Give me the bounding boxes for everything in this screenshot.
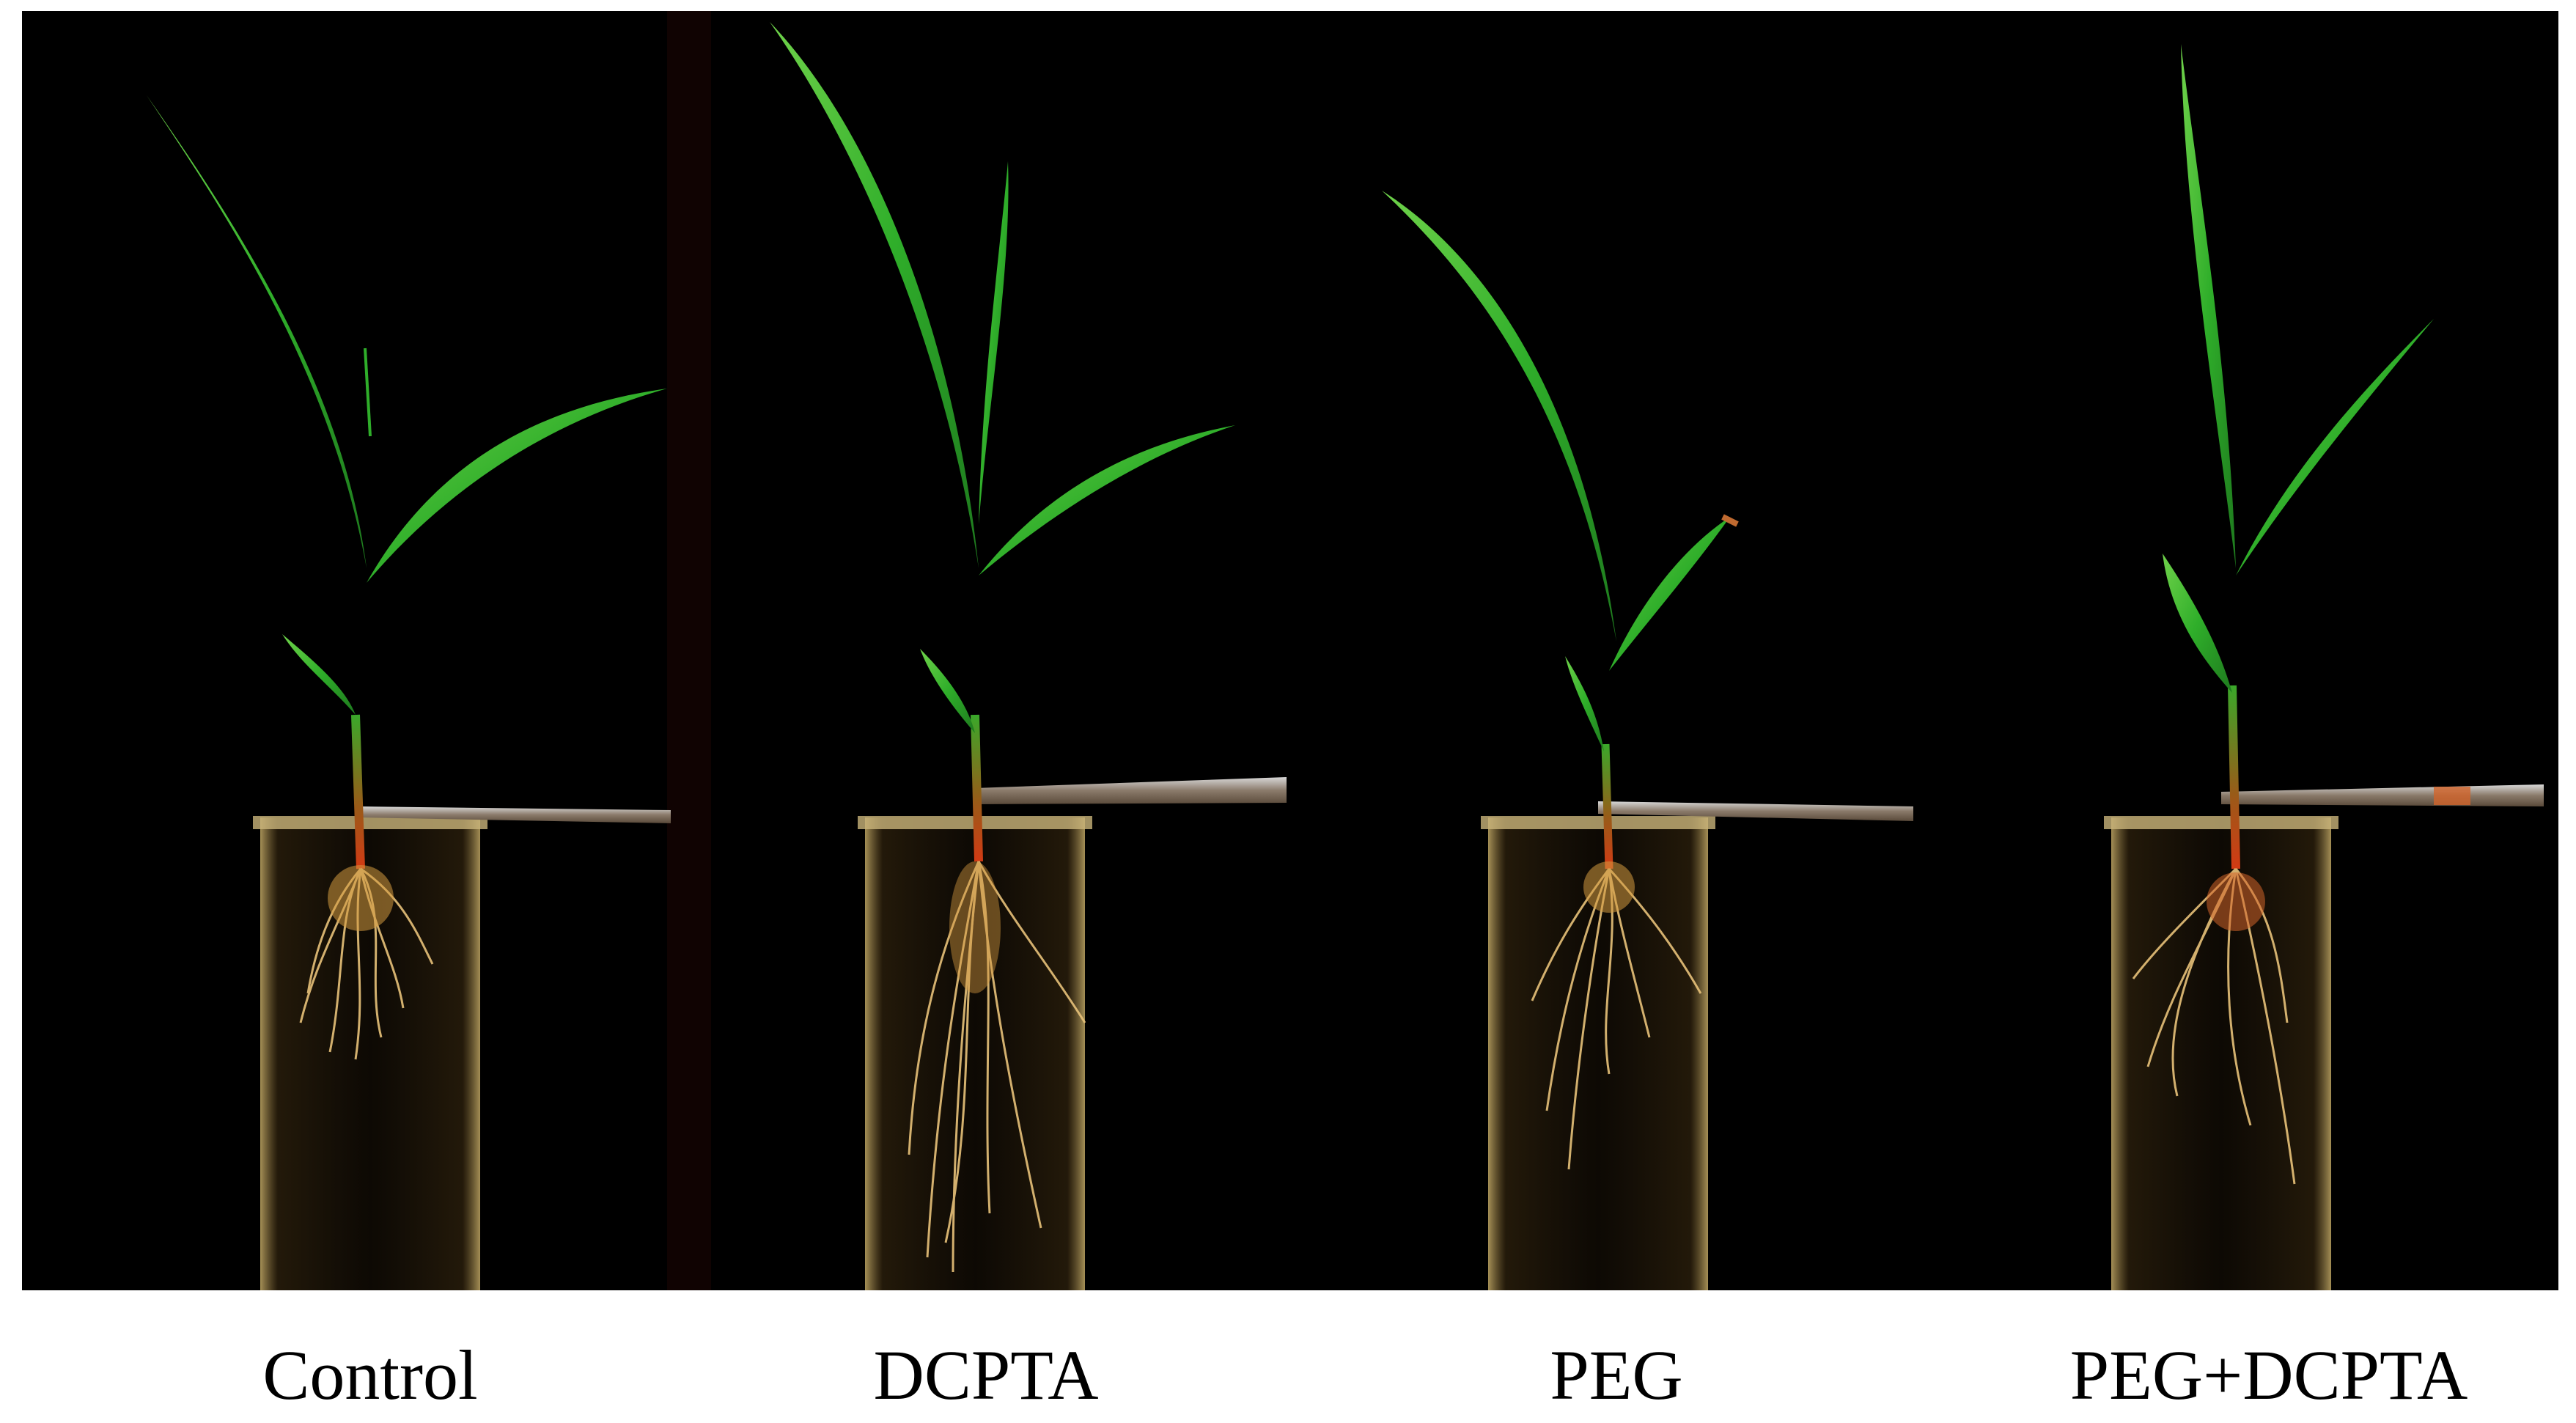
label-peg-dcpta: PEG+DCPTA — [2069, 1336, 2468, 1414]
leaf — [2181, 44, 2236, 568]
panel-peg-dcpta — [2104, 44, 2544, 1290]
tweezer — [359, 806, 671, 823]
panel-dcpta — [770, 22, 1287, 1290]
panel-labels: Control DCPTA PEG PEG+DCPTA — [0, 1290, 2576, 1423]
panel-control — [147, 95, 671, 1290]
leaf — [147, 95, 367, 568]
tweezer — [2221, 784, 2544, 806]
label-control: Control — [262, 1336, 478, 1414]
tweezer — [1598, 801, 1913, 821]
label-dcpta: DCPTA — [873, 1336, 1099, 1414]
leaf — [770, 22, 979, 568]
panel-peg — [1382, 191, 1913, 1290]
leaf — [1382, 191, 1616, 641]
tweezer — [975, 777, 1287, 804]
roots — [908, 861, 1086, 1273]
label-peg: PEG — [1550, 1336, 1683, 1414]
photo-composite — [22, 11, 2558, 1290]
